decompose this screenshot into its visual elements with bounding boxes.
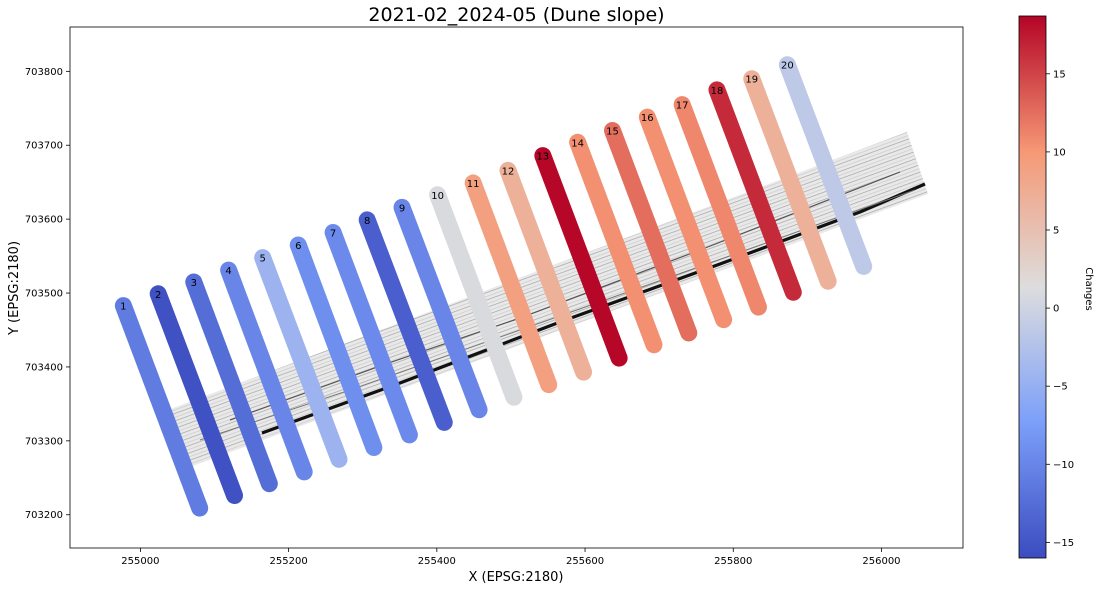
transect-line-2 [149,285,244,505]
transect-label-5: 5 [259,254,265,265]
transect-label-3: 3 [191,278,197,289]
transect-line-9 [393,198,488,419]
x-tick-label: 255600 [566,556,604,567]
transect-label-11: 11 [467,179,480,190]
transect-label-2: 2 [155,290,161,301]
colorbar-tick-label: −5 [1053,382,1068,393]
transect-line-1 [114,297,209,517]
transect-line-12 [499,161,593,381]
transect-line-11 [464,174,558,394]
transect-label-16: 16 [641,113,654,124]
y-axis-ticks: 703200 703300 703400 703500 703600 703700 7038… [25,67,70,521]
x-tick-label: 255000 [121,556,159,567]
transect-label-15: 15 [606,126,619,137]
x-tick-label: 255200 [270,556,308,567]
transect-line-6 [289,236,383,456]
colorbar-tick-label: −10 [1053,460,1074,471]
y-tick-label: 703800 [25,67,63,78]
transect-label-6: 6 [295,241,301,252]
colorbar-tick-label: 15 [1053,69,1066,80]
transect-line-18 [708,81,802,301]
transect-label-18: 18 [711,86,724,97]
transect-label-8: 8 [364,216,370,227]
transect-label-4: 4 [225,266,231,277]
transect-line-14 [569,133,663,354]
x-tick-label: 255400 [418,556,456,567]
colorbar-ticks: −15 −10 −5 0 5 10 15 [1046,69,1074,549]
y-tick-label: 703400 [25,362,63,373]
transect-line-20 [778,56,873,275]
transect-line-10 [429,186,523,406]
x-axis-ticks: 255000 255200 255400 255600 255800 256000 [121,548,901,567]
x-tick-label: 256000 [862,556,900,567]
colorbar [1018,15,1047,559]
transect-label-19: 19 [745,75,758,86]
transect-line-4 [220,261,313,481]
transect-label-12: 12 [502,166,515,177]
y-tick-label: 703200 [25,510,63,521]
colorbar-tick-label: −15 [1053,538,1074,549]
transect-label-9: 9 [399,203,405,214]
y-tick-label: 703300 [25,436,63,447]
transect-label-17: 17 [676,101,689,112]
y-tick-label: 703600 [25,215,63,226]
colorbar-label: Changes [1083,267,1094,311]
transect-line-8 [358,211,453,431]
y-tick-label: 703500 [25,289,63,300]
y-axis-label: Y (EPSG:2180) [7,241,22,336]
colorbar-tick-label: 10 [1053,147,1066,158]
transect-line-17 [673,96,767,316]
transect-label-10: 10 [431,191,444,202]
transect-label-1: 1 [120,302,126,313]
y-tick-label: 703700 [25,141,63,152]
colorbar-tick-label: 5 [1053,225,1059,236]
transect-line-13 [534,147,628,367]
transect-line-5 [254,249,348,468]
chart-title: 2021-02_2024-05 (Dune slope) [368,4,665,26]
transect-line-7 [324,223,418,444]
transect-label-20: 20 [781,61,794,72]
transect-line-15 [603,121,698,342]
transect-label-14: 14 [571,138,584,149]
x-tick-label: 255800 [714,556,752,567]
transect-line-19 [743,70,837,290]
x-axis-label: X (EPSG:2180) [468,570,563,585]
transect-label-13: 13 [536,152,549,163]
colorbar-tick-label: 0 [1053,304,1059,315]
transect-line-16 [638,108,733,329]
transect-line-3 [185,273,278,493]
transect-label-7: 7 [330,228,336,239]
